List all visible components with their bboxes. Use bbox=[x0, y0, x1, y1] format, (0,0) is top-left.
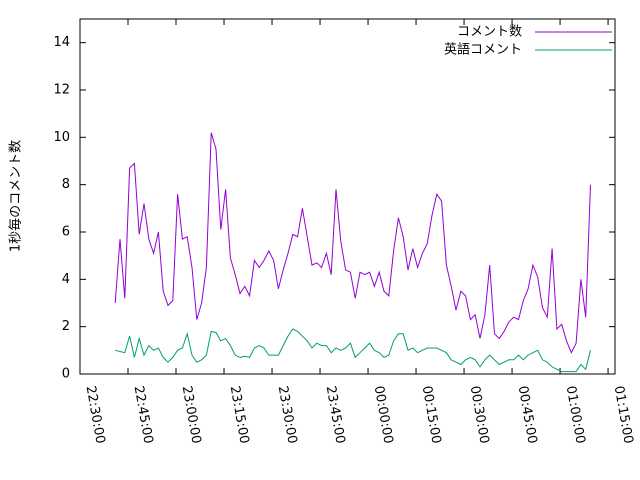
plot-frame bbox=[79, 18, 616, 375]
legend-label: 英語コメント bbox=[444, 42, 522, 58]
series-line bbox=[115, 328, 591, 373]
y-axis-label: 1秒毎のコメント数 bbox=[8, 140, 24, 252]
x-tick-label: 00:45:00 bbox=[515, 385, 540, 445]
x-tick-label: 23:45:00 bbox=[323, 385, 348, 445]
x-tick-label: 22:45:00 bbox=[131, 385, 156, 445]
y-tick-label: 12 bbox=[53, 83, 70, 98]
x-tick-label: 01:00:00 bbox=[563, 385, 588, 445]
x-tick-label: 23:00:00 bbox=[179, 385, 204, 445]
y-tick-label: 4 bbox=[62, 272, 70, 287]
y-tick-label: 6 bbox=[62, 225, 70, 240]
y-tick-label: 0 bbox=[62, 367, 70, 382]
y-tick-label: 8 bbox=[62, 177, 70, 192]
y-tick-label: 10 bbox=[53, 130, 70, 145]
y-tick-label: 14 bbox=[53, 35, 70, 50]
y-tick-label: 2 bbox=[62, 319, 70, 334]
series-line bbox=[114, 132, 591, 354]
x-tick-label: 22:30:00 bbox=[83, 385, 108, 445]
x-tick-label: 01:15:00 bbox=[611, 385, 636, 445]
x-tick-label: 00:00:00 bbox=[371, 385, 396, 445]
x-tick-label: 00:30:00 bbox=[467, 385, 492, 445]
x-tick-label: 00:15:00 bbox=[419, 385, 444, 445]
x-tick-label: 23:15:00 bbox=[227, 385, 252, 445]
legend-label: コメント数 bbox=[457, 25, 522, 40]
x-tick-label: 23:30:00 bbox=[275, 385, 300, 445]
